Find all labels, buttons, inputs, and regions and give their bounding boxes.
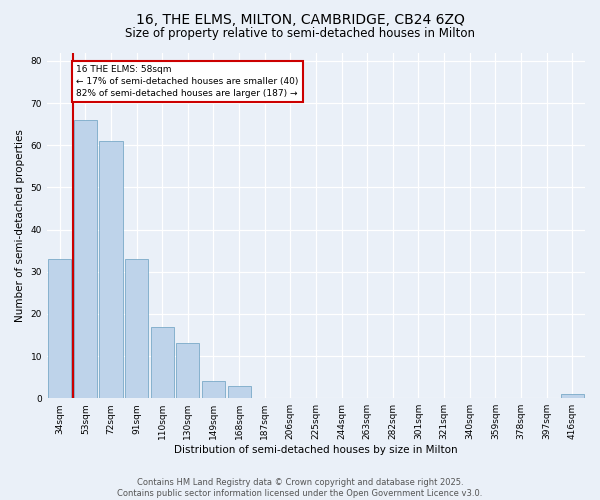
Bar: [48, 259, 71, 398]
Y-axis label: Number of semi-detached properties: Number of semi-detached properties: [15, 129, 25, 322]
Bar: [227, 386, 251, 398]
Bar: [125, 259, 148, 398]
Text: 16, THE ELMS, MILTON, CAMBRIDGE, CB24 6ZQ: 16, THE ELMS, MILTON, CAMBRIDGE, CB24 6Z…: [136, 12, 464, 26]
Bar: [202, 382, 225, 398]
Bar: [151, 326, 174, 398]
Bar: [560, 394, 584, 398]
X-axis label: Distribution of semi-detached houses by size in Milton: Distribution of semi-detached houses by …: [174, 445, 458, 455]
Bar: [176, 344, 199, 398]
Bar: [74, 120, 97, 398]
Text: Contains HM Land Registry data © Crown copyright and database right 2025.
Contai: Contains HM Land Registry data © Crown c…: [118, 478, 482, 498]
Text: 16 THE ELMS: 58sqm
← 17% of semi-detached houses are smaller (40)
82% of semi-de: 16 THE ELMS: 58sqm ← 17% of semi-detache…: [76, 65, 299, 98]
Text: Size of property relative to semi-detached houses in Milton: Size of property relative to semi-detach…: [125, 28, 475, 40]
Bar: [100, 141, 122, 398]
